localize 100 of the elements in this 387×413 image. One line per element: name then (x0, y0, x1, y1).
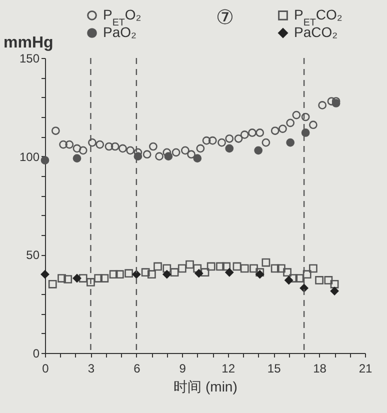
point (172, 148, 180, 157)
point (193, 154, 202, 162)
point (115, 270, 124, 279)
point (72, 144, 82, 153)
point (240, 264, 249, 273)
point (149, 142, 158, 151)
point (88, 138, 96, 147)
point (178, 264, 186, 273)
point (330, 280, 339, 288)
point (126, 146, 135, 155)
point (186, 260, 194, 269)
point (292, 110, 301, 120)
x-tick-label: 15 (267, 362, 282, 376)
point (262, 258, 270, 267)
point (58, 274, 66, 282)
x-axis-title: 时间 (min) (174, 378, 238, 394)
x-tick-label: 21 (358, 362, 372, 376)
point (262, 138, 270, 147)
point (65, 140, 74, 149)
point (256, 128, 264, 137)
point (301, 112, 310, 122)
point (202, 136, 211, 145)
point (142, 150, 152, 159)
point (162, 270, 172, 279)
point (109, 270, 118, 279)
point (124, 269, 133, 278)
x-tick-label: 0 (42, 362, 50, 376)
point (225, 268, 234, 277)
point (170, 268, 179, 277)
point (155, 152, 164, 161)
point (295, 274, 304, 282)
point (301, 128, 310, 137)
point (194, 269, 204, 278)
point (141, 268, 150, 277)
point (222, 262, 231, 271)
point (40, 156, 50, 164)
point (240, 130, 249, 139)
point (218, 138, 226, 147)
point (96, 140, 104, 149)
point (118, 144, 127, 153)
point (300, 284, 308, 292)
point (225, 144, 234, 153)
point (309, 264, 318, 273)
x-tick-label: 3 (88, 362, 95, 376)
point (232, 262, 242, 271)
y-axis-title: mmHg (4, 34, 54, 52)
point (234, 134, 243, 143)
point (164, 152, 173, 161)
point (208, 136, 217, 145)
point (147, 270, 156, 279)
point (254, 146, 263, 155)
point (277, 264, 286, 273)
point (248, 128, 256, 137)
y-tick-label: 150 (19, 52, 40, 66)
point (193, 264, 202, 273)
x-tick-label: 6 (134, 362, 141, 376)
point (100, 274, 109, 282)
point (86, 278, 95, 286)
x-tick-label: 9 (179, 362, 186, 376)
point (270, 264, 280, 273)
point (286, 138, 295, 147)
point (283, 268, 292, 277)
point (286, 118, 295, 128)
x-tick-label: 18 (313, 362, 327, 376)
point (330, 286, 339, 296)
point (64, 275, 72, 284)
point (302, 270, 312, 279)
point (48, 280, 57, 288)
point (206, 262, 216, 271)
point (196, 144, 205, 153)
point (72, 274, 82, 282)
point (270, 126, 280, 135)
point (181, 146, 190, 155)
point (110, 142, 120, 151)
y-tick-label: 100 (19, 150, 40, 164)
point (104, 142, 114, 151)
point (154, 262, 162, 271)
point (309, 120, 318, 130)
point (315, 276, 324, 284)
point (284, 276, 293, 284)
y-tick-label: 50 (26, 248, 40, 262)
point (216, 262, 224, 271)
point (318, 101, 327, 110)
point (78, 146, 88, 155)
point (162, 264, 172, 273)
point (94, 274, 103, 282)
point (187, 150, 196, 159)
chart-title: ⑦ (216, 5, 234, 29)
point (132, 270, 141, 279)
y-tick-label: 0 (32, 346, 40, 360)
x-tick-label: 12 (222, 362, 236, 376)
point (324, 276, 333, 284)
point (225, 134, 234, 143)
point (59, 140, 68, 149)
point (278, 124, 287, 133)
point (200, 268, 210, 277)
point (78, 274, 88, 282)
point (51, 126, 60, 135)
point (134, 152, 142, 161)
point (40, 270, 50, 279)
